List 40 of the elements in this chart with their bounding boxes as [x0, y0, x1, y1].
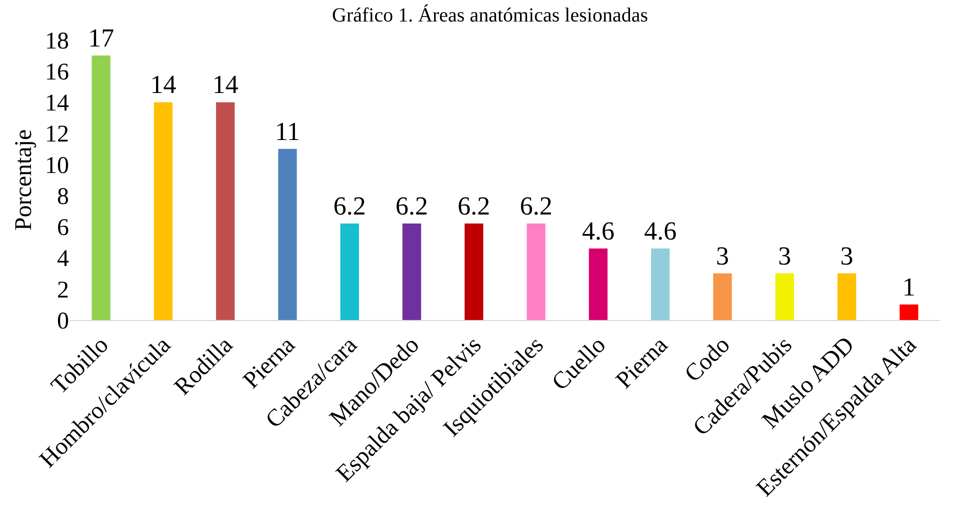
data-label: 3 [778, 241, 792, 270]
bar [775, 273, 794, 320]
y-tick-label: 6 [57, 215, 69, 242]
bar [526, 224, 546, 320]
y-tick-label: 16 [45, 60, 69, 86]
bar [900, 304, 918, 320]
data-label: 4.6 [582, 216, 614, 246]
bar [464, 224, 484, 320]
data-label: 6.2 [520, 192, 552, 221]
data-label: 6.2 [458, 192, 490, 221]
data-label: 6.2 [333, 192, 366, 221]
data-label: 14 [212, 70, 238, 100]
data-label: 1 [902, 272, 916, 302]
bar [340, 224, 359, 320]
bar [713, 273, 732, 320]
data-label: 17 [88, 24, 114, 53]
bar [588, 248, 608, 320]
bar [402, 224, 422, 320]
bar [837, 273, 856, 320]
y-axis-title: Porcentaje [11, 129, 38, 231]
bar [154, 102, 173, 320]
y-tick-label: 4 [57, 246, 69, 272]
bar [651, 248, 670, 320]
data-label: 11 [274, 116, 300, 146]
y-tick-label: 2 [57, 277, 69, 304]
y-tick-label: 0 [57, 308, 69, 334]
data-label: 4.6 [644, 216, 677, 246]
chart-title: Gráfico 1. Áreas anatómicas lesionadas [332, 4, 648, 27]
bar [278, 148, 297, 320]
data-label: 3 [716, 241, 729, 270]
y-tick-label: 10 [45, 152, 69, 179]
data-label: 14 [150, 70, 176, 100]
y-tick-label: 12 [45, 122, 69, 148]
y-tick-label: 8 [57, 184, 69, 210]
y-tick-label: 18 [45, 28, 69, 54]
bar [92, 56, 110, 320]
bar [216, 102, 235, 320]
data-label: 6.2 [396, 192, 428, 221]
y-tick-label: 14 [45, 90, 69, 117]
data-label: 3 [840, 241, 854, 270]
